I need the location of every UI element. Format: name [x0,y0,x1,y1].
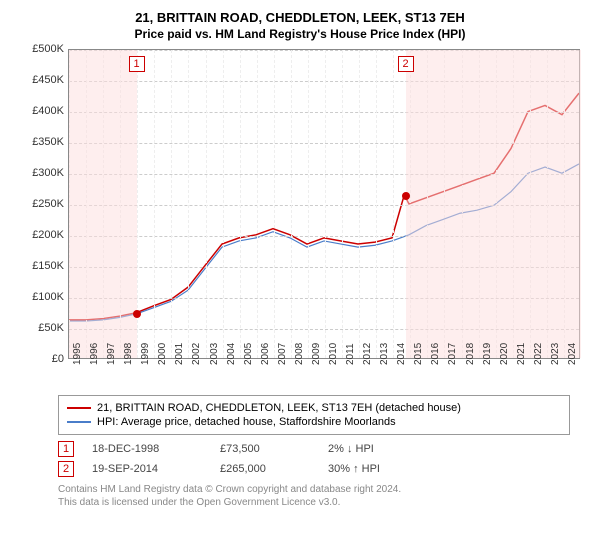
legend-swatch-property [67,407,91,409]
y-axis-tick: £300K [20,167,64,179]
y-axis-tick: £200K [20,229,64,241]
y-axis-tick: £100K [20,291,64,303]
gridline-v [342,50,343,358]
chart-area: 12 £0£50K£100K£150K£200K£250K£300K£350K£… [20,49,580,389]
gridline-v [223,50,224,358]
gridline-v [154,50,155,358]
gridline-v [274,50,275,358]
transaction-price: £73,500 [220,443,310,455]
gridline-v [188,50,189,358]
transaction-date: 19-SEP-2014 [92,463,202,475]
footer-line2: This data is licensed under the Open Gov… [58,496,590,509]
y-axis-tick: £0 [20,353,64,365]
footer-line1: Contains HM Land Registry data © Crown c… [58,483,590,496]
marker-dot [402,192,410,200]
legend-row-hpi: HPI: Average price, detached house, Staf… [67,416,561,428]
gridline-v [171,50,172,358]
y-axis-tick: £450K [20,74,64,86]
gridline-v [393,50,394,358]
x-axis-tick: 2024 [567,343,597,365]
gridline-v [240,50,241,358]
chart-title: 21, BRITTAIN ROAD, CHEDDLETON, LEEK, ST1… [10,10,590,25]
gridline-v [291,50,292,358]
y-axis-tick: £350K [20,136,64,148]
footer: Contains HM Land Registry data © Crown c… [58,483,590,509]
marker-label: 1 [129,56,145,72]
legend: 21, BRITTAIN ROAD, CHEDDLETON, LEEK, ST1… [58,395,570,435]
transaction-marker: 2 [58,461,74,477]
gridline-v [206,50,207,358]
legend-swatch-hpi [67,421,91,423]
gridline-v [308,50,309,358]
y-axis-tick: £50K [20,322,64,334]
gridline-v [376,50,377,358]
shaded-range [69,50,137,358]
gridline-v [325,50,326,358]
legend-label-hpi: HPI: Average price, detached house, Staf… [97,416,396,428]
legend-label-property: 21, BRITTAIN ROAD, CHEDDLETON, LEEK, ST1… [97,402,461,414]
y-axis-tick: £150K [20,260,64,272]
marker-label: 2 [398,56,414,72]
transaction-price: £265,000 [220,463,310,475]
transaction-row: 2 19-SEP-2014 £265,000 30% ↑ HPI [58,461,590,477]
transaction-pct: 2% ↓ HPI [328,443,388,455]
y-axis-tick: £250K [20,198,64,210]
marker-dot [133,310,141,318]
plot-region: 12 [68,49,580,359]
legend-row-property: 21, BRITTAIN ROAD, CHEDDLETON, LEEK, ST1… [67,402,561,414]
gridline-v [359,50,360,358]
chart-subtitle: Price paid vs. HM Land Registry's House … [10,27,590,41]
shaded-range [406,50,581,358]
transaction-marker: 1 [58,441,74,457]
transaction-date: 18-DEC-1998 [92,443,202,455]
transaction-row: 1 18-DEC-1998 £73,500 2% ↓ HPI [58,441,590,457]
gridline-v [257,50,258,358]
transaction-pct: 30% ↑ HPI [328,463,388,475]
y-axis-tick: £500K [20,43,64,55]
y-axis-tick: £400K [20,105,64,117]
